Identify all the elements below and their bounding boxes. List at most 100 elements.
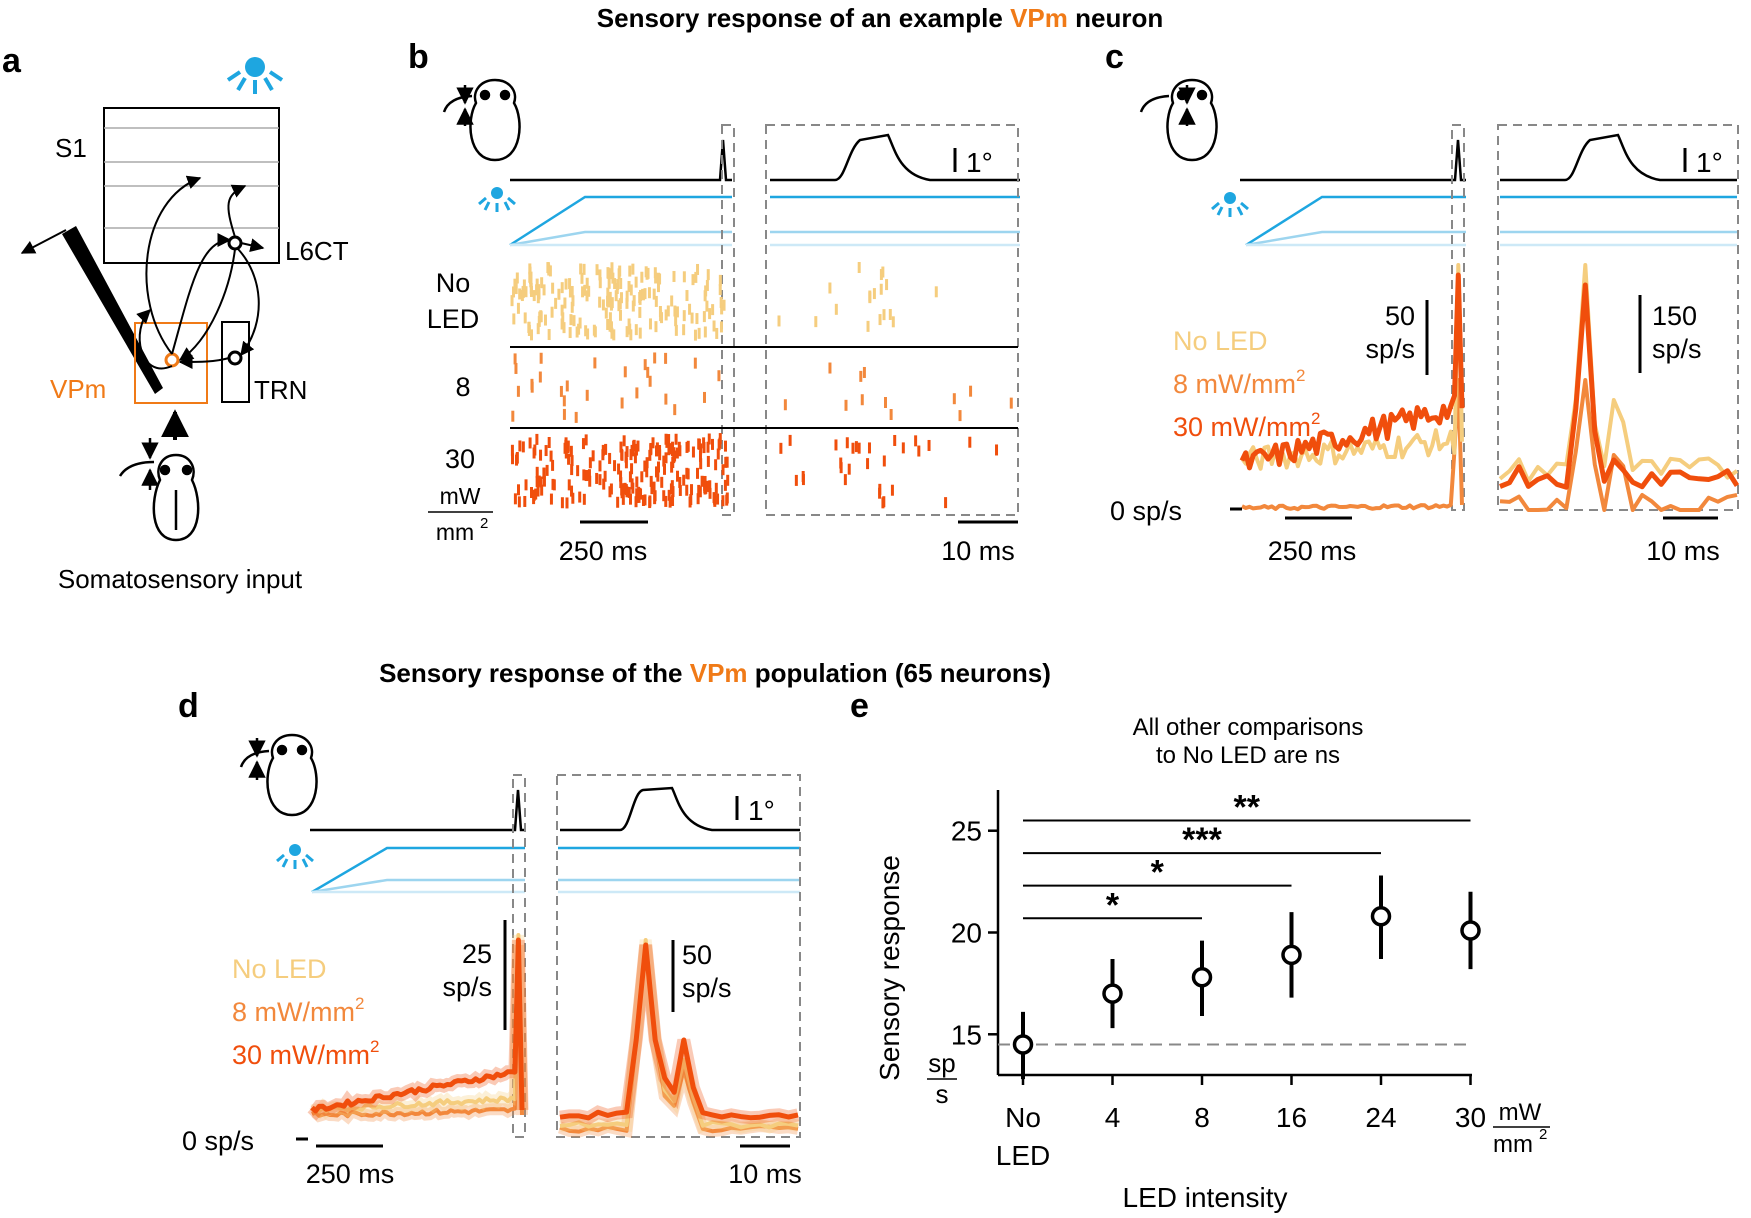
raster-label-30: 30 bbox=[445, 444, 475, 474]
somatosensory-caption: Somatosensory input bbox=[58, 564, 303, 594]
psth-d-slow-8 bbox=[311, 943, 524, 1119]
psth-d-fast-30 bbox=[559, 942, 799, 1121]
l6ct-label: L6CT bbox=[285, 236, 349, 266]
legend-c-noled: No LED bbox=[1173, 326, 1268, 356]
chart-note-line2: to No LED are ns bbox=[1156, 742, 1340, 769]
psth-c-slow-8 bbox=[1241, 378, 1464, 512]
legend-d-noled: No LED bbox=[232, 954, 327, 984]
y-tick-label: 25 bbox=[951, 816, 982, 847]
x-tick-label: 16 bbox=[1276, 1102, 1307, 1133]
psth-d-slow-noled bbox=[311, 933, 524, 1114]
data-point bbox=[1370, 905, 1392, 927]
raster-label-noled-2: LED bbox=[427, 304, 480, 334]
psth-c-fast-noled bbox=[1498, 263, 1739, 484]
vpm-neuron bbox=[164, 352, 180, 368]
x-tick-label-line2: LED bbox=[996, 1140, 1050, 1171]
deflection-label-b: 1° bbox=[966, 147, 993, 178]
rate-scale-c-slow-value: 50 bbox=[1385, 301, 1415, 331]
raster-label-8: 8 bbox=[455, 372, 470, 402]
chart-note-line1: All other comparisons bbox=[1133, 714, 1364, 741]
legend-d-8: 8 mW/mm2 bbox=[232, 994, 364, 1027]
psth-c-fast-8 bbox=[1499, 378, 1738, 512]
rate-scale-d-slow-value: 25 bbox=[462, 939, 492, 969]
chart-xunit-num: mW bbox=[1499, 1099, 1542, 1126]
electrode-icon bbox=[62, 226, 163, 394]
panel-b: 1° No LED 8 30 mW mm 2 250 ms 10 ms bbox=[427, 78, 1020, 566]
scale-fast-c: 10 ms bbox=[1646, 536, 1720, 566]
title-top: Sensory response of an example VPm neuro… bbox=[597, 3, 1163, 33]
panel-label-b: b bbox=[408, 38, 429, 76]
significance-label: ** bbox=[1234, 789, 1261, 827]
legend-c-30: 30 mW/mm2 bbox=[1173, 409, 1320, 442]
data-point bbox=[1191, 967, 1213, 988]
psth-d-fast-30-band bbox=[559, 944, 800, 1125]
raster-unit-mm: mm bbox=[436, 519, 474, 545]
zero-label-d: 0 sp/s bbox=[182, 1126, 254, 1156]
rate-scale-d-fast-unit: sp/s bbox=[682, 973, 732, 1003]
x-tick-label: No bbox=[1005, 1102, 1041, 1133]
whisker-icon-c bbox=[1139, 78, 1218, 162]
raster-group-b bbox=[510, 262, 1013, 509]
scale-slow-d: 250 ms bbox=[306, 1159, 395, 1189]
rate-scale-d-slow-unit: sp/s bbox=[442, 972, 492, 1002]
rate-scale-d-fast-value: 50 bbox=[682, 940, 712, 970]
led-icon-c bbox=[1211, 192, 1249, 217]
raster-unit-mw: mW bbox=[440, 483, 481, 509]
deflection-label-c: 1° bbox=[1696, 147, 1723, 178]
scale-fast-d: 10 ms bbox=[728, 1159, 802, 1189]
chart-yunit-num: sp bbox=[928, 1048, 955, 1078]
chart-xunit-den: mm bbox=[1493, 1131, 1533, 1158]
vpm-label: VPm bbox=[50, 374, 106, 404]
vpm-box bbox=[134, 322, 208, 404]
stim-trace-fast-c bbox=[1500, 133, 1737, 182]
x-tick-label: 24 bbox=[1365, 1102, 1396, 1133]
psth-d-slow-30 bbox=[310, 937, 525, 1114]
trn-box bbox=[221, 321, 250, 403]
x-tick-label: 30 bbox=[1455, 1102, 1486, 1133]
legend-c-8: 8 mW/mm2 bbox=[1173, 366, 1305, 399]
panel-label-a: a bbox=[2, 42, 22, 80]
zoom-box-b bbox=[765, 124, 1019, 516]
led-icon-b bbox=[478, 187, 516, 212]
panel-d: 1° 25 sp/s 50 sp/s No LED 8 mW/mm2 30 mW… bbox=[182, 733, 802, 1189]
led-icon-d bbox=[276, 844, 314, 869]
psth-c-slow-30 bbox=[1239, 272, 1465, 471]
rate-scale-c-fast-unit: sp/s bbox=[1652, 334, 1702, 364]
trn-label: TRN bbox=[254, 375, 307, 405]
raster-unit-sup: 2 bbox=[480, 515, 488, 532]
data-point bbox=[1102, 983, 1123, 1004]
led-ramp-high-b bbox=[509, 195, 732, 247]
panel-label-d: d bbox=[178, 687, 199, 725]
rate-scale-c-fast-value: 150 bbox=[1652, 301, 1697, 331]
raster-label-noled-1: No bbox=[436, 268, 471, 298]
significance-label: * bbox=[1151, 854, 1165, 892]
stim-trace-slow-c bbox=[1240, 139, 1466, 182]
y-tick-label: 20 bbox=[951, 918, 982, 949]
panel-label-c: c bbox=[1105, 38, 1124, 76]
scale-fast-b: 10 ms bbox=[941, 536, 1015, 566]
chart-xlabel: LED intensity bbox=[1123, 1182, 1288, 1213]
x-tick-label: 4 bbox=[1105, 1102, 1121, 1133]
led-ramp-mid-b bbox=[509, 230, 732, 247]
stim-trace-slow-b bbox=[510, 139, 732, 182]
whisker-icon-b bbox=[442, 78, 521, 162]
mouse-head-icon bbox=[118, 438, 200, 542]
panel-c: 1° 50 sp/s 150 sp/s No LED 8 mW/mm2 30 m… bbox=[1110, 78, 1740, 566]
legend-d-30: 30 mW/mm2 bbox=[232, 1037, 379, 1070]
psth-c-fast-30 bbox=[1499, 282, 1740, 490]
stim-trace-fast-b bbox=[770, 133, 1020, 182]
scale-slow-b: 250 ms bbox=[559, 536, 648, 566]
scale-slow-c: 250 ms bbox=[1268, 536, 1357, 566]
x-tick-label: 8 bbox=[1194, 1102, 1210, 1133]
zoom-window-b bbox=[721, 124, 735, 516]
zero-label-c: 0 sp/s bbox=[1110, 496, 1182, 526]
chart-ylabel: Sensory response bbox=[874, 855, 905, 1081]
panel-e-chart: All other comparisons to No LED are ns 1… bbox=[874, 714, 1550, 1213]
psth-group-c bbox=[1239, 263, 1740, 512]
significance-label: *** bbox=[1182, 821, 1222, 859]
y-tick-label: 15 bbox=[951, 1019, 982, 1050]
chart-xunit-sup: 2 bbox=[1539, 1126, 1547, 1143]
deflection-label-d: 1° bbox=[748, 795, 775, 826]
